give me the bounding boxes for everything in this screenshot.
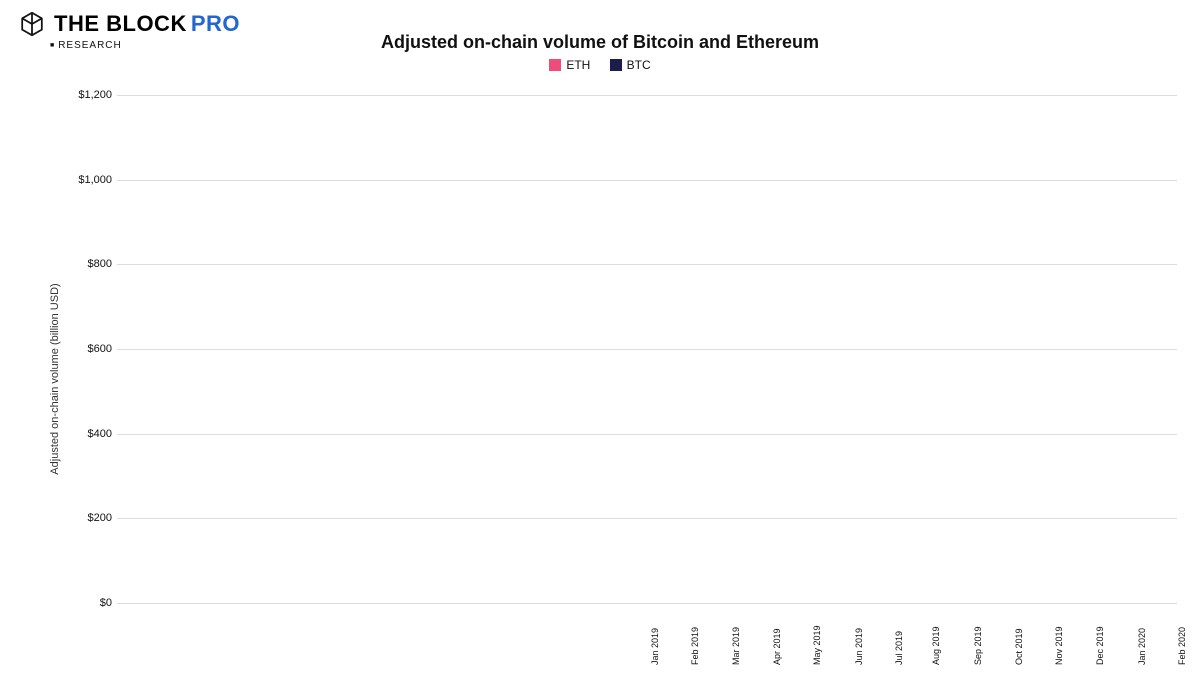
y-tick: $800 xyxy=(62,258,112,270)
plot-area: $0$200$400$600$800$1,000$1,200 xyxy=(117,95,1177,603)
grid-line xyxy=(117,349,1177,350)
grid-line xyxy=(117,434,1177,435)
grid-line xyxy=(117,603,1177,604)
y-tick: $600 xyxy=(62,343,112,355)
legend-swatch-btc xyxy=(610,59,622,71)
x-axis-labels: Jan 2019Feb 2019Mar 2019Apr 2019May 2019… xyxy=(117,605,1177,673)
y-tick: $200 xyxy=(62,512,112,524)
y-axis-label: Adjusted on-chain volume (billion USD) xyxy=(49,283,61,474)
y-tick: $1,200 xyxy=(62,89,112,101)
chart-legend: ETH BTC xyxy=(0,58,1200,74)
y-tick: $400 xyxy=(62,428,112,440)
x-tick-label: Feb 2020 xyxy=(1177,627,1200,665)
grid-line xyxy=(117,518,1177,519)
chart-title: Adjusted on-chain volume of Bitcoin and … xyxy=(0,32,1200,53)
grid-line xyxy=(117,180,1177,181)
grid-line xyxy=(117,264,1177,265)
y-tick: $1,000 xyxy=(62,174,112,186)
legend-item-btc: BTC xyxy=(610,58,651,72)
y-tick: $0 xyxy=(62,597,112,609)
grid-line xyxy=(117,95,1177,96)
legend-swatch-eth xyxy=(549,59,561,71)
legend-item-eth: ETH xyxy=(549,58,590,72)
chart-area: Adjusted on-chain volume (billion USD) $… xyxy=(55,85,1185,673)
